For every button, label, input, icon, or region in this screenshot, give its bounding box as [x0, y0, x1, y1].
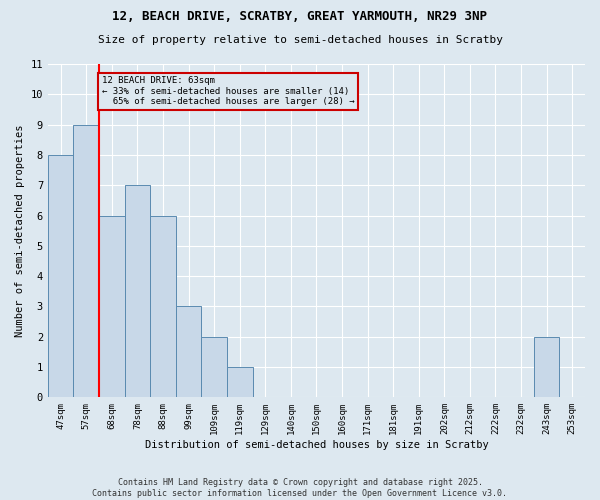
Bar [125, 185, 150, 398]
Bar [176, 306, 202, 398]
Text: Size of property relative to semi-detached houses in Scratby: Size of property relative to semi-detach… [97, 35, 503, 45]
Bar [99, 216, 125, 398]
Text: 12 BEACH DRIVE: 63sqm
← 33% of semi-detached houses are smaller (14)
  65% of se: 12 BEACH DRIVE: 63sqm ← 33% of semi-deta… [101, 76, 354, 106]
Bar [150, 216, 176, 398]
Bar [48, 155, 73, 398]
Y-axis label: Number of semi-detached properties: Number of semi-detached properties [15, 124, 25, 337]
Bar [534, 336, 559, 398]
Text: Contains HM Land Registry data © Crown copyright and database right 2025.
Contai: Contains HM Land Registry data © Crown c… [92, 478, 508, 498]
X-axis label: Distribution of semi-detached houses by size in Scratby: Distribution of semi-detached houses by … [145, 440, 488, 450]
Text: 12, BEACH DRIVE, SCRATBY, GREAT YARMOUTH, NR29 3NP: 12, BEACH DRIVE, SCRATBY, GREAT YARMOUTH… [113, 10, 487, 23]
Bar [227, 367, 253, 398]
Bar [73, 124, 99, 398]
Bar [202, 336, 227, 398]
